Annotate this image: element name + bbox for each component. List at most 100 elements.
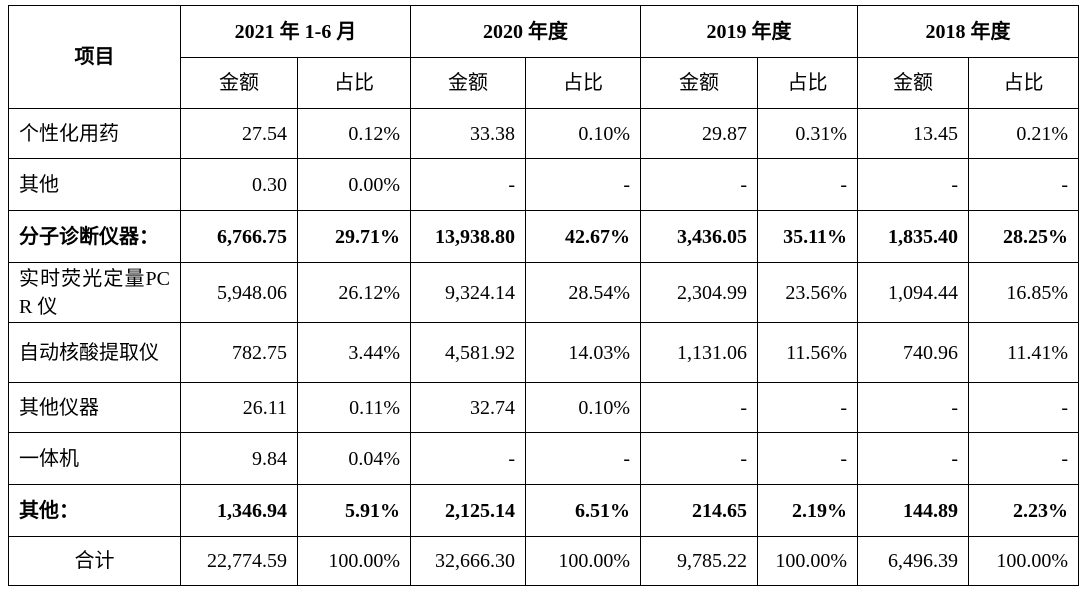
cell: 29.71% [296,210,412,263]
cell: - [757,432,859,485]
ratio-header: 占比 [757,57,859,109]
period-header: 2019 年度 [640,5,859,58]
cell: - [640,432,759,485]
cell: - [525,158,642,211]
cell: 100.00% [296,536,412,586]
cell: 6,496.39 [857,536,970,586]
cell: 100.00% [757,536,859,586]
table-row: 合计 22,774.59 100.00% 32,666.30 100.00% 9,785.… [8,536,1080,586]
cell: 1,094.44 [857,262,970,323]
table-row: 一体机 9.84 0.04% - - - - - - [8,432,1080,485]
cell: 0.10% [525,382,642,433]
cell: 5.91% [296,484,412,537]
table-row: 实时荧光定量PCR 仪 5,948.06 26.12% 9,324.14 28.54% 2… [8,262,1080,323]
cell: 0.31% [757,108,859,159]
cell: 35.11% [757,210,859,263]
cell: - [640,158,759,211]
table-row: 项目 2021 年 1-6 月 2020 年度 2019 年度 2018 年度 [8,5,1080,109]
amount-header: 金额 [180,57,298,109]
cell: 13.45 [857,108,970,159]
cell: 26.11 [180,382,298,433]
row-label: 其他： [8,484,181,537]
cell: 0.12% [296,108,412,159]
cell: 100.00% [968,536,1080,586]
cell: 2.23% [968,484,1080,537]
period-header: 2020 年度 [410,5,642,58]
cell: 0.21% [968,108,1080,159]
cell: - [857,432,970,485]
period-header: 2021 年 1-6 月 [179,5,412,58]
row-label: 自动核酸提取仪 [8,322,181,383]
cell: - [640,382,759,433]
cell: - [757,158,859,211]
cell: 23.56% [757,262,859,323]
cell: 3,436.05 [640,210,759,263]
row-label: 个性化用药 [8,108,181,159]
cell: 32.74 [410,382,527,433]
cell: 9,785.22 [640,536,759,586]
cell: 4,581.92 [410,322,527,383]
cell: 26.12% [296,262,412,323]
cell: - [410,432,527,485]
cell: 28.25% [968,210,1080,263]
row-label: 其他 [8,158,181,211]
table-row: 其他： 1,346.94 5.91% 2,125.14 6.51% 214.65 2.19%… [8,484,1080,537]
cell: 144.89 [857,484,970,537]
table-row: 个性化用药 27.54 0.12% 33.38 0.10% 29.87 0.31% 13.45… [8,108,1080,159]
cell: 13,938.80 [410,210,527,263]
data-table: 项目 2021 年 1-6 月 2020 年度 2019 年度 2018 年度 金额 占比金… [8,5,1080,586]
cell: - [968,432,1080,485]
cell: 740.96 [857,322,970,383]
cell: - [757,382,859,433]
cell: 11.41% [968,322,1080,383]
cell: 28.54% [525,262,642,323]
ratio-header: 占比 [525,57,642,109]
row-label: 其他仪器 [8,382,181,433]
period-header: 2018 年度 [857,5,1080,58]
cell: 5,948.06 [180,262,298,323]
cell: 0.10% [525,108,642,159]
cell: 16.85% [968,262,1080,323]
cell: 29.87 [640,108,759,159]
amount-header: 金额 [410,57,527,109]
cell: 33.38 [410,108,527,159]
cell: 2,304.99 [640,262,759,323]
table-row: 自动核酸提取仪 782.75 3.44% 4,581.92 14.03% 1,131.06… [8,322,1080,383]
cell: 1,346.94 [180,484,298,537]
cell: 6,766.75 [180,210,298,263]
cell: - [968,158,1080,211]
table-row: 其他仪器 26.11 0.11% 32.74 0.10% - - - - [8,382,1080,433]
row-label: 合计 [8,536,181,586]
row-label: 分子诊断仪器： [8,210,181,263]
cell: - [857,382,970,433]
cell: 100.00% [525,536,642,586]
row-label: 实时荧光定量PCR 仪 [8,262,181,323]
amount-header: 金额 [857,57,970,109]
cell: 214.65 [640,484,759,537]
cell: 1,835.40 [857,210,970,263]
cell: 14.03% [525,322,642,383]
cell: 1,131.06 [640,322,759,383]
cell: 9,324.14 [410,262,527,323]
cell: 2.19% [757,484,859,537]
cell: 9.84 [180,432,298,485]
cell: 0.11% [296,382,412,433]
cell: 42.67% [525,210,642,263]
cell: - [968,382,1080,433]
cell: - [525,432,642,485]
cell: 2,125.14 [410,484,527,537]
cell: 22,774.59 [180,536,298,586]
table-row: 分子诊断仪器： 6,766.75 29.71% 13,938.80 42.67% 3,43… [8,210,1080,263]
header-item: 项目 [8,5,181,109]
ratio-header: 占比 [968,57,1080,109]
cell: 27.54 [180,108,298,159]
cell: 6.51% [525,484,642,537]
amount-header: 金额 [640,57,759,109]
cell: 11.56% [757,322,859,383]
row-label: 一体机 [8,432,181,485]
cell: 0.04% [296,432,412,485]
ratio-header: 占比 [296,57,412,109]
cell: 0.00% [296,158,412,211]
table-row: 金额 占比 金额 占比 金额 占比 金额 占比 [9,57,1080,109]
